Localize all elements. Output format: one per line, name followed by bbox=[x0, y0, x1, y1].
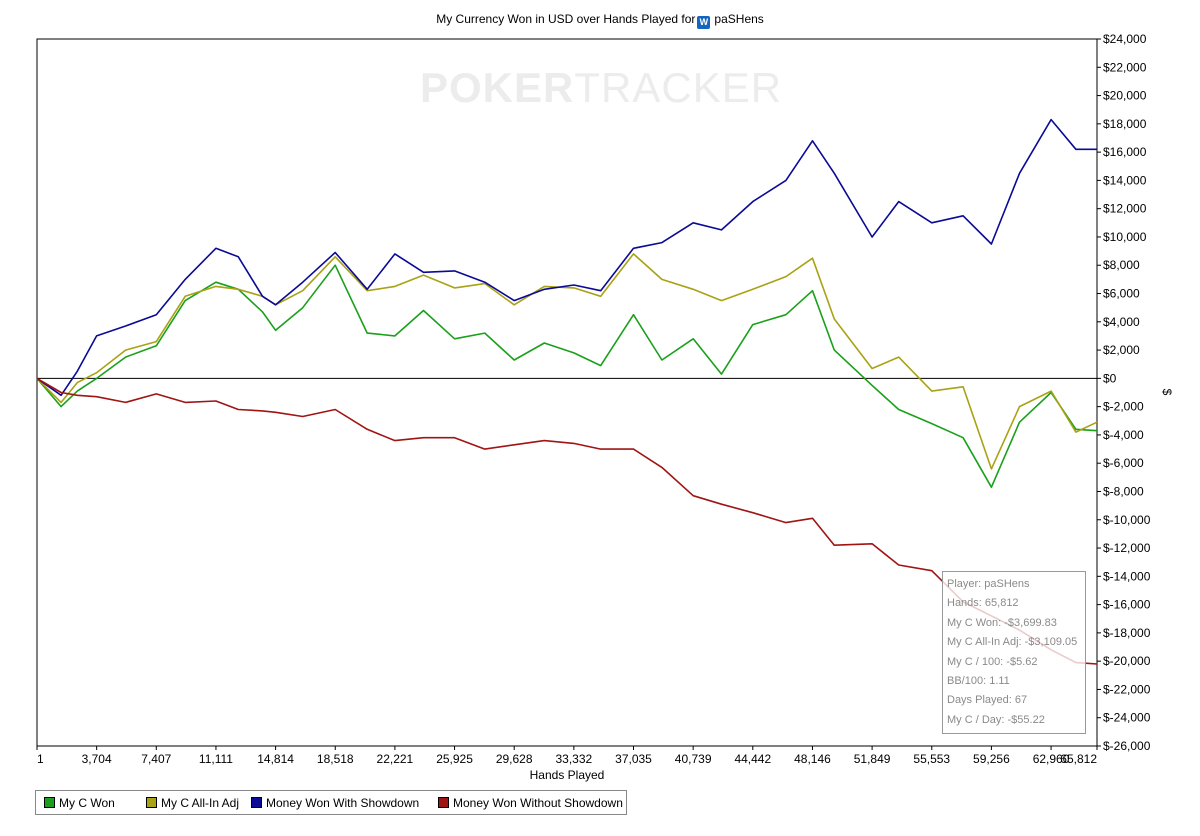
y-tick-label: $-24,000 bbox=[1103, 711, 1151, 725]
legend-item-my-c-allin-adj[interactable]: My C All-In Adj bbox=[146, 796, 239, 810]
x-tick-label: 37,035 bbox=[615, 752, 652, 766]
hover-tooltip: Player: paSHens Hands: 65,812 My C Won: … bbox=[942, 571, 1086, 734]
y-tick-label: $-16,000 bbox=[1103, 598, 1151, 612]
x-tick-label: 51,849 bbox=[854, 752, 891, 766]
y-tick-label: $6,000 bbox=[1103, 287, 1140, 301]
watermark-bold-text: POKER bbox=[420, 64, 575, 111]
y-tick-label: $14,000 bbox=[1103, 173, 1147, 187]
y-tick-label: $-8,000 bbox=[1103, 484, 1144, 498]
series-line-money-won-with-showdown bbox=[36, 118, 1097, 397]
x-tick-label: 40,739 bbox=[675, 752, 712, 766]
tooltip-player: Player: paSHens bbox=[947, 578, 1030, 590]
x-tick-label: 14,814 bbox=[257, 752, 294, 766]
y-tick-label: $2,000 bbox=[1103, 343, 1140, 357]
legend-item-my-c-won[interactable]: My C Won bbox=[44, 796, 115, 810]
y-tick-label: $12,000 bbox=[1103, 202, 1147, 216]
x-tick-label: 65,812 bbox=[1060, 752, 1097, 766]
x-tick-label: 18,518 bbox=[317, 752, 354, 766]
y-tick-label: $-12,000 bbox=[1103, 541, 1151, 555]
tooltip-my-c-per-day: My C / Day: -$55.22 bbox=[947, 713, 1045, 726]
x-tick-label: 22,221 bbox=[377, 752, 414, 766]
y-tick-label: $8,000 bbox=[1103, 258, 1140, 272]
y-tick-label: $10,000 bbox=[1103, 230, 1147, 244]
chart-title: My Currency Won in USD over Hands Played… bbox=[0, 12, 1200, 29]
x-tick-label: 59,256 bbox=[973, 752, 1010, 766]
series-line-money-won-without-showdown bbox=[36, 377, 1098, 665]
chart-title-prefix: My Currency Won in USD over Hands Played… bbox=[436, 12, 696, 26]
pokertracker-watermark: POKERTRACKER bbox=[420, 64, 782, 112]
watermark-thin-text: TRACKER bbox=[574, 64, 783, 111]
y-tick-label: $-2,000 bbox=[1103, 400, 1144, 414]
tooltip-bb-per-100: BB/100: 1.11 bbox=[947, 674, 1010, 687]
tooltip-hands: Hands: 65,812 bbox=[947, 597, 1019, 610]
chart-title-player: paSHens bbox=[714, 12, 764, 26]
legend-label: Money Won With Showdown bbox=[266, 796, 420, 810]
series-line-my-c-all-in-adj bbox=[36, 253, 1098, 470]
y-tick-label: $20,000 bbox=[1103, 89, 1147, 103]
legend-swatch bbox=[251, 797, 262, 808]
x-tick-label: 11,111 bbox=[199, 752, 233, 766]
y-tick-label: $22,000 bbox=[1103, 60, 1147, 74]
y-axis-label: $ bbox=[1160, 389, 1174, 396]
legend-label: Money Won Without Showdown bbox=[453, 796, 623, 810]
y-tick-label: $24,000 bbox=[1103, 32, 1147, 46]
tooltip-my-c-allin-adj: My C All-In Adj: -$3,109.05 bbox=[947, 636, 1078, 649]
x-tick-label: 44,442 bbox=[734, 752, 771, 766]
x-axis-label: Hands Played bbox=[530, 768, 605, 782]
legend-swatch bbox=[146, 797, 157, 808]
y-tick-label: $16,000 bbox=[1103, 145, 1147, 159]
x-tick-label: 62,960 bbox=[1033, 752, 1070, 766]
y-tick-label: $-26,000 bbox=[1103, 739, 1151, 753]
y-tick-label: $-6,000 bbox=[1103, 456, 1144, 470]
y-tick-label: $-22,000 bbox=[1103, 682, 1151, 696]
x-tick-label: 55,553 bbox=[913, 752, 950, 766]
y-tick-label: $-10,000 bbox=[1103, 513, 1151, 527]
y-tick-label: $-4,000 bbox=[1103, 428, 1144, 442]
series-line-my-c-won bbox=[36, 264, 1098, 489]
y-tick-label: $0 bbox=[1103, 371, 1117, 385]
x-tick-label: 33,332 bbox=[556, 752, 593, 766]
y-tick-label: $-18,000 bbox=[1103, 626, 1151, 640]
tooltip-days-played: Days Played: 67 bbox=[947, 694, 1028, 707]
y-tick-label: $-20,000 bbox=[1103, 654, 1151, 668]
legend-label: My C All-In Adj bbox=[161, 796, 240, 810]
plot-area-frame bbox=[36, 38, 1098, 747]
y-tick-label: $4,000 bbox=[1103, 315, 1140, 329]
legend-item-money-won-with-showdown[interactable]: Money Won With Showdown bbox=[251, 796, 419, 810]
x-tick-label: 25,925 bbox=[436, 752, 473, 766]
x-tick-label: 1 bbox=[37, 752, 44, 766]
legend-swatch bbox=[44, 797, 55, 808]
x-tick-label: 48,146 bbox=[794, 752, 831, 766]
chart-legend: My C Won My C All-In Adj Money Won With … bbox=[35, 790, 627, 815]
legend-item-money-won-without-showdown[interactable]: Money Won Without Showdown bbox=[438, 796, 623, 810]
site-logo-icon: W bbox=[697, 16, 711, 29]
y-tick-label: $18,000 bbox=[1103, 117, 1147, 131]
x-tick-label: 7,407 bbox=[141, 752, 171, 766]
x-tick-label: 3,704 bbox=[82, 752, 112, 766]
legend-label: My C Won bbox=[59, 796, 115, 810]
legend-swatch bbox=[438, 797, 449, 808]
tooltip-my-c-per-100: My C / 100: -$5.62 bbox=[947, 655, 1038, 668]
x-tick-label: 29,628 bbox=[496, 752, 533, 766]
tooltip-my-c-won: My C Won: -$3,699.83 bbox=[947, 616, 1057, 629]
y-tick-label: $-14,000 bbox=[1103, 569, 1151, 583]
